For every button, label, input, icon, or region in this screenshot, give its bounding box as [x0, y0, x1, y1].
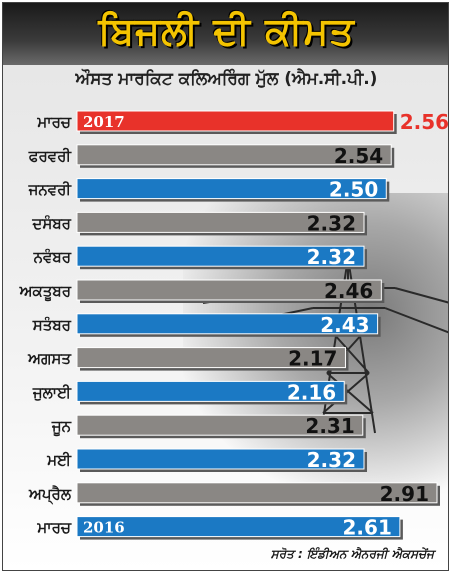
- value-label: 2.61: [343, 516, 392, 540]
- bar-row: ਦਸੰਬਰ 2.32: [31, 211, 368, 236]
- bar-row: ਨਵੰਬਰ 2.32: [33, 245, 368, 270]
- bar-row: ਜੁਲਾਈ 2.16: [32, 380, 348, 405]
- category-label: ਅਪ੍ਰੈਲ: [28, 485, 72, 506]
- value-label: 2.16: [287, 380, 336, 404]
- value-label: 2.17: [288, 347, 337, 371]
- bar: [76, 448, 365, 470]
- bar: [76, 347, 346, 369]
- category-label: ਮਈ: [46, 451, 72, 469]
- category-label: ਨਵੰਬਰ: [33, 247, 72, 266]
- category-label: ਅਕਤੂਬਰ: [19, 282, 72, 301]
- bar: [76, 516, 401, 538]
- chart-title: ਬਿਜਲੀ ਦੀ ਕੀਮਤ: [98, 9, 355, 53]
- category-label: ਜਨਵਰੀ: [28, 181, 73, 199]
- category-label: ਦਸੰਬਰ: [31, 213, 71, 232]
- year-label: 2017: [83, 113, 125, 131]
- bar-row: ਅਪ੍ਰੈਲ 2.91: [28, 482, 440, 506]
- bar-row: ਅਗਸਤ 2.17: [27, 347, 349, 371]
- category-label: ਮਾਰਚ: [36, 519, 71, 537]
- title-band: [3, 3, 448, 65]
- bar: [76, 178, 387, 200]
- category-label: ਅਗਸਤ: [27, 350, 72, 368]
- bar-row: ਫਰਵਰੀ 2.54: [28, 144, 395, 168]
- bar-row: ਮਾਰਚ 2016 2.61: [36, 516, 403, 540]
- value-label: 2.54: [334, 144, 383, 168]
- bar-row: ਸਤੰਬਰ 2.43: [32, 313, 381, 337]
- bar: [76, 211, 365, 233]
- value-label: 2.50: [329, 178, 378, 202]
- category-label: ਫਰਵਰੀ: [28, 147, 73, 165]
- category-label: ਸਤੰਬਰ: [32, 315, 72, 334]
- bar-row: ਮਈ 2.32: [46, 448, 368, 472]
- bar-row: ਅਕਤੂਬਰ 2.46: [19, 279, 385, 303]
- bar-row: ਜੂਨ 2.31: [51, 414, 366, 439]
- value-label: 2.32: [307, 211, 356, 235]
- bar: [76, 482, 438, 504]
- value-label: 2.31: [305, 414, 354, 438]
- bar: [76, 144, 392, 166]
- bar: [76, 279, 382, 301]
- bar: [76, 380, 345, 402]
- value-label: 2.32: [307, 245, 356, 269]
- value-label: 2.91: [380, 482, 429, 506]
- year-label: 2016: [83, 519, 125, 537]
- bar-row: ਮਾਰਚ 2017 2.56: [36, 110, 449, 134]
- background-sky: [183, 193, 448, 493]
- value-label: 2.56: [400, 110, 449, 134]
- category-label: ਜੁਲਾਈ: [32, 383, 72, 401]
- bar: [76, 313, 379, 335]
- chart-frame: ਬਿਜਲੀ ਦੀ ਕੀਮਤ ਔਸਤ ਮਾਰਕਿਟ ਕਲਿਅਰਿੰਗ ਮੁੱਲ (…: [2, 2, 449, 571]
- value-label: 2.32: [307, 448, 356, 472]
- chart-subtitle: ਔਸਤ ਮਾਰਕਿਟ ਕਲਿਅਰਿੰਗ ਮੁੱਲ (ਐਮ.ਸੀ.ਪੀ.): [75, 69, 378, 89]
- bar: [76, 110, 395, 132]
- bar-row: ਜਨਵਰੀ 2.50: [28, 178, 390, 202]
- value-label: 2.43: [320, 313, 369, 337]
- category-label: ਜੂਨ: [51, 417, 72, 436]
- bar: [76, 414, 364, 436]
- category-label: ਮਾਰਚ: [36, 113, 71, 131]
- value-label: 2.46: [324, 279, 373, 303]
- source-note: ਸਰੋਤ : ਇੰਡੀਅਨ ਐਨਰਜੀ ਐਕਸਚੇਂਜ: [270, 547, 434, 561]
- bar: [76, 245, 365, 267]
